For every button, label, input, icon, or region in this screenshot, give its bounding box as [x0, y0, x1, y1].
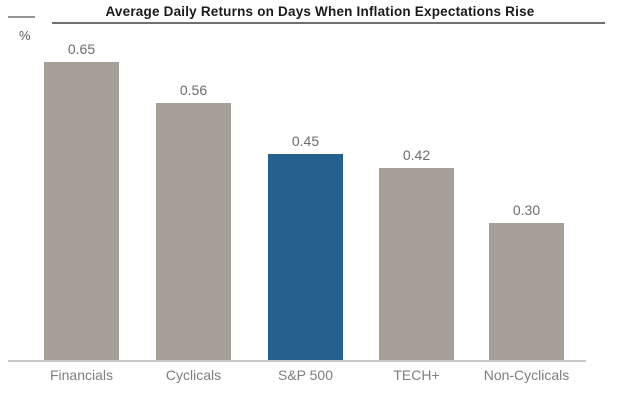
value-label-non-cyclicals: 0.30: [512, 202, 541, 218]
bar-s-p-500: [268, 154, 343, 361]
category-label-financials: Financials: [49, 367, 114, 383]
category-label-s-p-500: S&P 500: [277, 367, 334, 383]
value-label-cyclicals: 0.56: [179, 82, 208, 98]
value-label-s-p-500: 0.45: [291, 133, 320, 149]
bar-tech: [379, 168, 454, 361]
title-underline: [52, 22, 605, 24]
category-label-non-cyclicals: Non-Cyclicals: [483, 367, 570, 383]
y-axis-unit-label: %: [19, 28, 31, 43]
bar-non-cyclicals: [489, 223, 564, 361]
value-label-tech: 0.42: [402, 147, 431, 163]
category-label-cyclicals: Cyclicals: [165, 367, 222, 383]
category-label-tech: TECH+: [393, 367, 440, 383]
bar-cyclicals: [156, 103, 231, 361]
top-left-rule: [8, 16, 35, 18]
chart-title: Average Daily Returns on Days When Infla…: [105, 4, 535, 19]
x-axis-line: [8, 360, 586, 362]
value-label-financials: 0.65: [67, 41, 96, 57]
bar-financials: [44, 62, 119, 361]
